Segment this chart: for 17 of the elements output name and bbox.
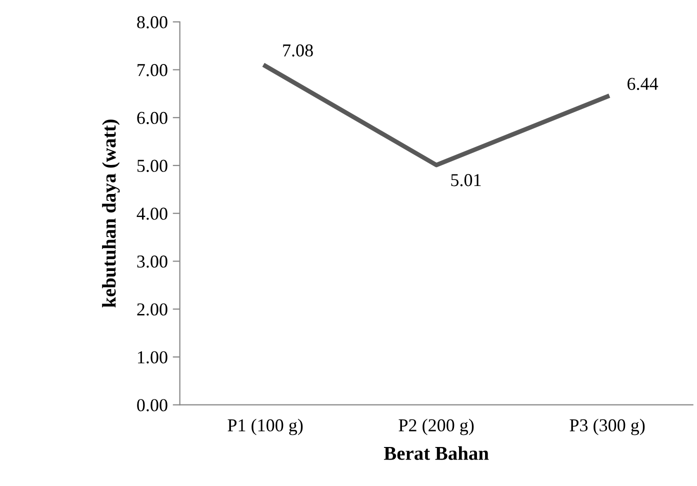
x-axis-title: Berat Bahan (384, 446, 489, 460)
y-axis-title: kebutuhan daya (watt) (102, 120, 120, 308)
y-tick-label: 7.00 (138, 64, 168, 76)
x-tick-label: P1 (100 g) (228, 418, 303, 436)
data-label: 5.01 (451, 174, 481, 186)
y-tick-label: 1.00 (138, 351, 168, 364)
x-tick-label: P3 (300 g) (570, 418, 645, 436)
y-tick-label: 8.00 (137, 16, 168, 28)
y-tick-label: 5.00 (137, 160, 168, 172)
data-label: 6.44 (628, 78, 658, 90)
y-tick-label: 2.00 (137, 303, 168, 316)
x-tick-label: P2 (200 g) (398, 418, 474, 436)
y-tick-label: 6.00 (137, 112, 168, 124)
y-tick-label: 0.00 (137, 399, 168, 412)
data-label: 7.08 (283, 44, 313, 57)
y-tick-label: 4.00 (136, 208, 168, 220)
y-tick-label: 3.00 (137, 255, 168, 268)
